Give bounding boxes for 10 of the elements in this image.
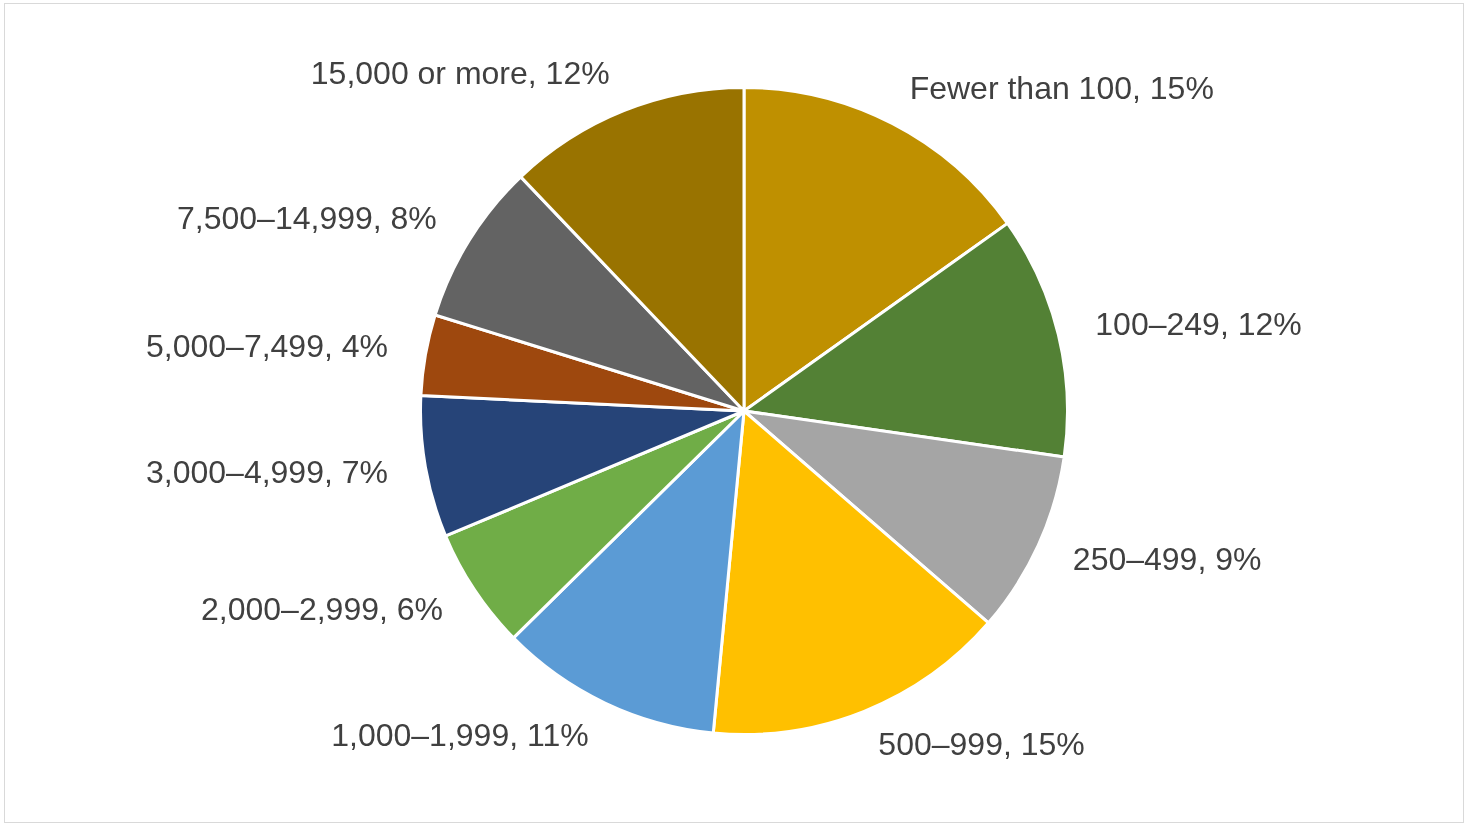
slice-label: 100–249, 12%	[1095, 305, 1302, 342]
slice-label: 2,000–2,999, 6%	[201, 591, 444, 628]
slice-label: 15,000 or more, 12%	[310, 55, 610, 92]
slice-label: 7,500–14,999, 8%	[177, 200, 437, 237]
slice-label: 1,000–1,999, 11%	[331, 717, 589, 754]
slice-label: 5,000–7,499, 4%	[146, 328, 388, 365]
slice-label: Fewer than 100, 15%	[909, 69, 1214, 106]
slice-label: 3,000–4,999, 7%	[146, 453, 388, 490]
slice-label: 500–999, 15%	[878, 726, 1085, 763]
slice-label: 250–499, 9%	[1072, 541, 1262, 577]
